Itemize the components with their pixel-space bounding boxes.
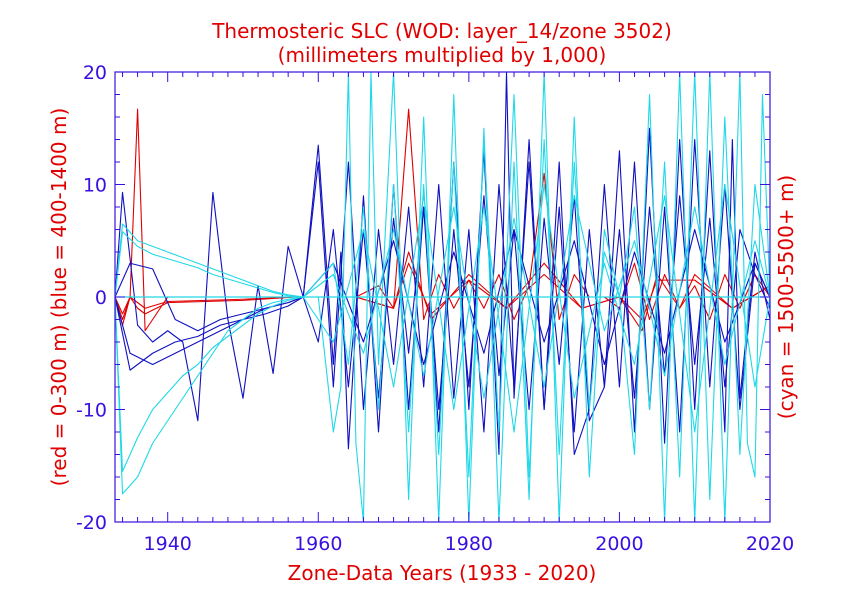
y-tick-label: 10	[83, 175, 107, 197]
series-line-blue-4	[115, 138, 770, 456]
series-layer	[115, 72, 770, 522]
series-line-cyan-10	[115, 195, 770, 399]
chart-subtitle: (millimeters multiplied by 1,000)	[278, 43, 607, 67]
series-line-blue-3	[115, 72, 770, 456]
x-axis-label: Zone-Data Years (1933 - 2020)	[288, 561, 597, 585]
y-tick-label: -10	[76, 400, 107, 422]
x-tick-label: 2000	[595, 533, 643, 555]
y-axis-label-right: (cyan = 1500-5500+ m)	[774, 175, 798, 419]
x-tick-label: 1940	[144, 533, 192, 555]
series-line-blue-5	[115, 195, 770, 422]
series-line-cyan-9	[115, 183, 770, 472]
x-tick-label: 1960	[294, 533, 342, 555]
y-tick-label: -20	[76, 512, 107, 534]
chart-title: Thermosteric SLC (WOD: layer_14/zone 350…	[211, 19, 672, 43]
series-line-cyan-8	[115, 72, 770, 501]
y-tick-label: 0	[95, 287, 107, 309]
x-tick-label: 1980	[445, 533, 493, 555]
ticks-layer	[115, 71, 771, 523]
tick-labels-layer: 1940 1960 1980 2000 2020 -20 -10 0 10 20	[76, 62, 794, 555]
x-tick-label: 2020	[746, 533, 794, 555]
y-axis-label-left: (red = 0-300 m) (blue = 400-1400 m)	[47, 108, 71, 487]
y-tick-label: 20	[83, 62, 107, 84]
